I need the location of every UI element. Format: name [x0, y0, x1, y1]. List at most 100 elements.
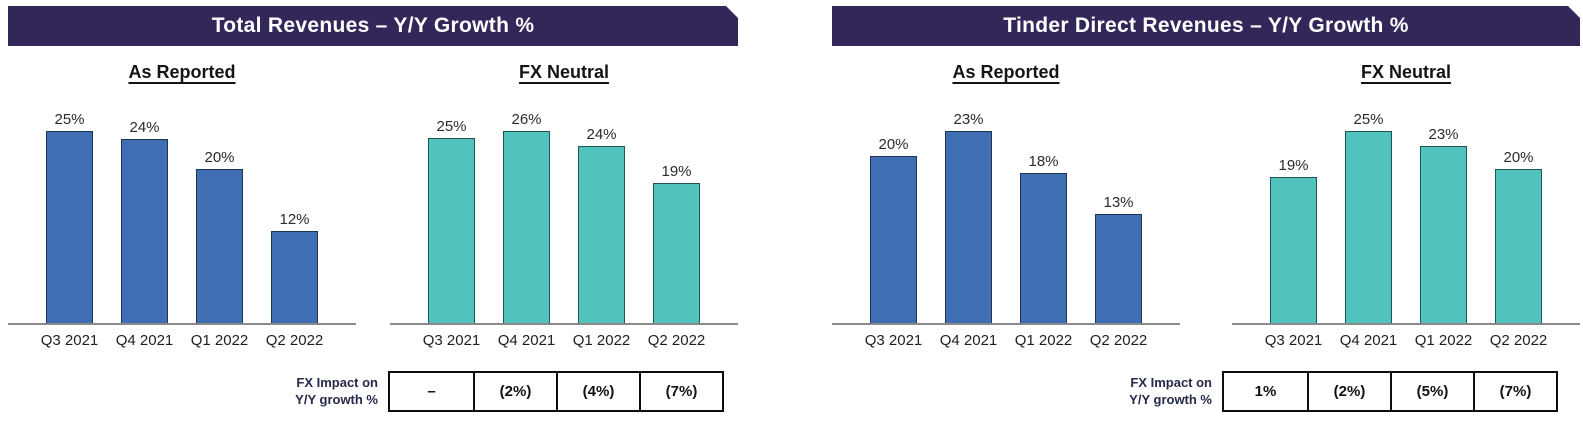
bar-fx-neutral: [1495, 169, 1542, 323]
bar-fx-neutral: [1420, 146, 1467, 323]
fx-impact-table: 1% (2%) (5%) (7%): [1222, 371, 1558, 412]
bar-fx-neutral: [1345, 131, 1392, 323]
category-label: Q3 2021: [40, 332, 99, 349]
bar-fx-neutral: [578, 146, 625, 323]
as-reported-chart: As Reported 20% 23% 18% 13% Q3 2021 Q4 2021 Q…: [832, 62, 1180, 349]
bar-cell: 13%: [1081, 194, 1156, 323]
chart-title: FX Neutral: [1360, 62, 1452, 82]
bar-value-label: 25%: [436, 118, 467, 135]
bar-as-reported: [945, 131, 992, 323]
bar-cell: 23%: [1406, 126, 1481, 323]
bar-value-label: 20%: [204, 149, 235, 166]
fx-impact-label: FX Impact on Y/Y growth %: [295, 375, 378, 408]
category-row: Q3 2021 Q4 2021 Q1 2022 Q2 2022: [1232, 325, 1580, 349]
fx-impact-label: FX Impact on Y/Y growth %: [1129, 375, 1212, 408]
bar-value-label: 19%: [1278, 157, 1309, 174]
fx-impact-cell: 1%: [1254, 383, 1277, 400]
category-label: Q2 2022: [1089, 332, 1148, 349]
category-label: Q1 2022: [190, 332, 249, 349]
category-label: Q2 2022: [647, 332, 706, 349]
fx-impact-cell: (7%): [639, 373, 722, 410]
bar-fx-neutral: [428, 138, 475, 323]
category-row: Q3 2021 Q4 2021 Q1 2022 Q2 2022: [390, 325, 738, 349]
total-revenues-panel: Total Revenues – Y/Y Growth % As Reporte…: [8, 6, 738, 412]
plot: 20% 23% 18% 13%: [832, 95, 1180, 325]
plot: 25% 26% 24% 19%: [390, 95, 738, 325]
category-label: Q1 2022: [1014, 332, 1073, 349]
fx-impact-label-line1: FX Impact on: [296, 375, 378, 391]
bar-cell: 23%: [931, 111, 1006, 323]
bar-cell: 20%: [856, 136, 931, 323]
category-row: Q3 2021 Q4 2021 Q1 2022 Q2 2022: [832, 325, 1180, 349]
plot: 19% 25% 23% 20%: [1232, 95, 1580, 325]
bar-as-reported: [1020, 173, 1067, 323]
bar-as-reported: [196, 169, 243, 323]
bar-as-reported: [46, 131, 93, 323]
charts-row: As Reported 20% 23% 18% 13% Q3 2021 Q4 2021 Q…: [832, 62, 1580, 349]
fx-impact-cell: –: [427, 383, 436, 400]
bar-as-reported: [1095, 214, 1142, 323]
category-label: Q1 2022: [1414, 332, 1473, 349]
fx-impact-table: – (2%) (4%) (7%): [388, 371, 724, 412]
chart-title: As Reported: [128, 62, 236, 82]
bar-value-label: 13%: [1103, 194, 1134, 211]
bar-value-label: 20%: [1503, 149, 1534, 166]
bar-as-reported: [121, 139, 168, 323]
fx-neutral-chart: FX Neutral 19% 25% 23% 20% Q3 2021 Q4 2021 Q1…: [1232, 62, 1580, 349]
fx-impact-label-line2: Y/Y growth %: [1129, 391, 1212, 407]
bar-value-label: 12%: [279, 211, 310, 228]
bar-value-label: 25%: [1353, 111, 1384, 128]
category-label: Q1 2022: [572, 332, 631, 349]
tinder-direct-revenues-panel: Tinder Direct Revenues – Y/Y Growth % As…: [832, 6, 1580, 412]
bar-cell: 24%: [564, 126, 639, 323]
bar-value-label: 23%: [953, 111, 984, 128]
fx-impact-cell: (2%): [1307, 373, 1390, 410]
bar-fx-neutral: [503, 131, 550, 323]
panel-title-bar: Total Revenues – Y/Y Growth %: [8, 6, 738, 46]
bar-cell: 25%: [1331, 111, 1406, 323]
bar-value-label: 18%: [1028, 153, 1059, 170]
bar-cell: 19%: [639, 163, 714, 323]
fx-impact-cell: (4%): [556, 373, 639, 410]
bar-cell: 24%: [107, 119, 182, 323]
bar-value-label: 19%: [661, 163, 692, 180]
bar-value-label: 24%: [129, 119, 160, 136]
chart-title: FX Neutral: [518, 62, 610, 82]
bar-cell: 25%: [414, 118, 489, 323]
bar-cell: 12%: [257, 211, 332, 323]
bar-cell: 20%: [182, 149, 257, 323]
bar-cell: 18%: [1006, 153, 1081, 323]
category-label: Q3 2021: [864, 332, 923, 349]
bar-fx-neutral: [1270, 177, 1317, 323]
panel-title-bar: Tinder Direct Revenues – Y/Y Growth %: [832, 6, 1580, 46]
bar-value-label: 24%: [586, 126, 617, 143]
fx-impact-cell: (5%): [1390, 373, 1473, 410]
plot: 25% 24% 20% 12%: [8, 95, 356, 325]
category-label: Q3 2021: [422, 332, 481, 349]
fx-impact-cell: (2%): [473, 373, 556, 410]
bar-value-label: 25%: [54, 111, 85, 128]
category-label: Q4 2021: [939, 332, 998, 349]
category-label: Q3 2021: [1264, 332, 1323, 349]
bar-value-label: 20%: [878, 136, 909, 153]
bar-value-label: 23%: [1428, 126, 1459, 143]
panel-title: Tinder Direct Revenues – Y/Y Growth %: [1003, 14, 1409, 37]
bar-as-reported: [870, 156, 917, 323]
category-label: Q4 2021: [115, 332, 174, 349]
category-label: Q2 2022: [265, 332, 324, 349]
as-reported-chart: As Reported 25% 24% 20% 12% Q3 2021 Q4 2021 Q…: [8, 62, 356, 349]
fx-impact-cell: (7%): [1473, 373, 1556, 410]
panel-title: Total Revenues – Y/Y Growth %: [211, 14, 535, 37]
category-label: Q4 2021: [1339, 332, 1398, 349]
category-row: Q3 2021 Q4 2021 Q1 2022 Q2 2022: [8, 325, 356, 349]
bar-cell: 25%: [32, 111, 107, 323]
bar-cell: 19%: [1256, 157, 1331, 323]
category-label: Q2 2022: [1489, 332, 1548, 349]
fx-impact-row: FX Impact on Y/Y growth % – (2%) (4%) (7%): [8, 371, 724, 412]
charts-row: As Reported 25% 24% 20% 12% Q3 2021 Q4 2021 Q…: [8, 62, 738, 349]
fx-impact-label-line2: Y/Y growth %: [295, 391, 378, 407]
bar-value-label: 26%: [511, 111, 542, 128]
bar-fx-neutral: [653, 183, 700, 323]
bar-cell: 20%: [1481, 149, 1556, 323]
